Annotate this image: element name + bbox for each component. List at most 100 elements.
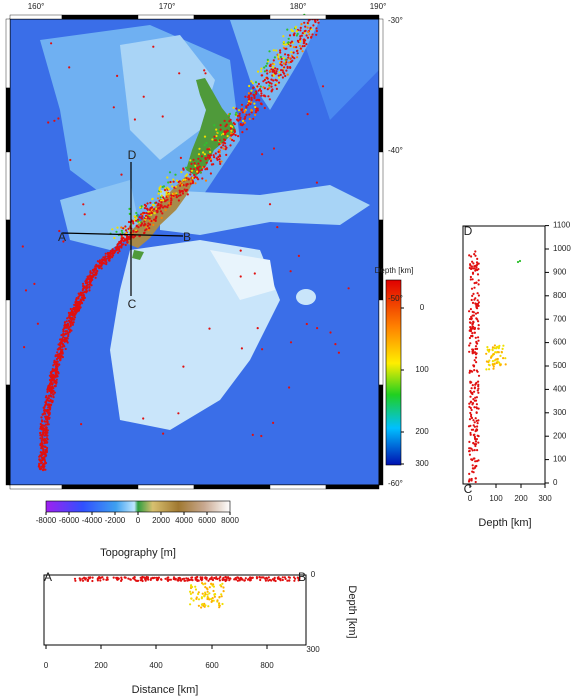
quake bbox=[190, 584, 193, 587]
quake bbox=[38, 462, 41, 465]
quake bbox=[253, 95, 256, 98]
quake bbox=[250, 108, 253, 111]
quake bbox=[495, 347, 498, 350]
quake bbox=[199, 171, 202, 174]
quake bbox=[215, 134, 218, 138]
quake bbox=[44, 396, 48, 399]
quake bbox=[256, 85, 259, 88]
quake bbox=[146, 202, 149, 205]
quake bbox=[504, 357, 507, 360]
quake bbox=[89, 270, 92, 273]
quake bbox=[477, 419, 480, 422]
quake bbox=[40, 456, 43, 459]
frame-segment bbox=[378, 299, 384, 386]
quake bbox=[230, 129, 233, 132]
quake bbox=[477, 374, 481, 377]
topo-tick-label: 2000 bbox=[152, 516, 170, 525]
lat-label: -40° bbox=[388, 146, 403, 155]
quake bbox=[279, 51, 282, 54]
quake bbox=[49, 404, 52, 407]
quake bbox=[475, 403, 478, 406]
quake bbox=[468, 405, 471, 408]
quake bbox=[184, 174, 187, 177]
frame-segment bbox=[378, 219, 384, 301]
quake bbox=[502, 344, 505, 347]
quake bbox=[217, 150, 220, 153]
quake bbox=[274, 78, 277, 81]
quake bbox=[39, 426, 43, 429]
quake bbox=[181, 192, 185, 195]
quake bbox=[225, 576, 228, 579]
quake bbox=[469, 321, 472, 324]
quake bbox=[477, 320, 480, 323]
quake bbox=[160, 194, 163, 197]
quake bbox=[472, 424, 475, 427]
quake bbox=[237, 135, 240, 138]
quake bbox=[118, 250, 121, 253]
quake bbox=[473, 359, 476, 362]
quake bbox=[197, 168, 200, 171]
quake bbox=[260, 70, 263, 73]
quake bbox=[180, 171, 183, 174]
quake bbox=[251, 82, 254, 85]
quake bbox=[268, 50, 271, 53]
quake bbox=[43, 420, 46, 423]
quake bbox=[270, 85, 273, 88]
ab-distance-label: 400 bbox=[149, 661, 163, 670]
frame-segment bbox=[5, 18, 11, 89]
quake bbox=[131, 220, 135, 223]
quake bbox=[477, 301, 480, 304]
quake bbox=[148, 217, 151, 220]
quake bbox=[472, 428, 475, 431]
quake bbox=[152, 45, 155, 48]
quake bbox=[282, 35, 285, 38]
profile-label: C bbox=[128, 297, 137, 311]
frame-segment bbox=[193, 484, 271, 490]
quake bbox=[120, 234, 123, 237]
quake bbox=[305, 322, 308, 326]
quake bbox=[118, 245, 121, 248]
quake bbox=[474, 302, 478, 305]
cd-distance-label: 300 bbox=[553, 408, 567, 417]
quake bbox=[267, 80, 270, 84]
quake bbox=[206, 156, 209, 159]
quake bbox=[218, 158, 221, 161]
quake bbox=[81, 577, 84, 580]
quake bbox=[473, 421, 476, 424]
quake bbox=[100, 267, 103, 270]
quake bbox=[186, 193, 189, 196]
quake bbox=[45, 409, 48, 412]
quake bbox=[475, 305, 478, 308]
quake bbox=[116, 243, 119, 246]
quake bbox=[471, 271, 475, 274]
quake bbox=[239, 116, 242, 119]
quake bbox=[70, 318, 73, 321]
quake bbox=[474, 396, 477, 399]
quake bbox=[126, 241, 129, 244]
section-label: C bbox=[464, 482, 473, 496]
cd-depth-title: Depth [km] bbox=[478, 517, 531, 529]
quake bbox=[244, 577, 247, 580]
quake bbox=[178, 72, 181, 75]
quake bbox=[229, 132, 233, 135]
quake bbox=[277, 81, 281, 84]
quake bbox=[108, 257, 111, 260]
quake bbox=[147, 210, 150, 213]
quake bbox=[275, 49, 278, 52]
quake bbox=[472, 311, 475, 314]
quake bbox=[279, 55, 282, 59]
quake bbox=[218, 602, 221, 605]
quake bbox=[493, 362, 496, 365]
quake bbox=[43, 437, 46, 441]
quake bbox=[258, 88, 262, 91]
frame-segment bbox=[325, 484, 380, 490]
quake bbox=[277, 55, 280, 59]
ab-distance-title: Distance [km] bbox=[132, 684, 199, 696]
quake bbox=[123, 576, 126, 579]
topo-tick-label: -6000 bbox=[59, 516, 80, 525]
quake bbox=[160, 201, 163, 204]
quake bbox=[477, 391, 480, 394]
quake bbox=[112, 254, 115, 257]
cd-distance-label: 900 bbox=[553, 268, 567, 277]
quake bbox=[252, 117, 255, 120]
